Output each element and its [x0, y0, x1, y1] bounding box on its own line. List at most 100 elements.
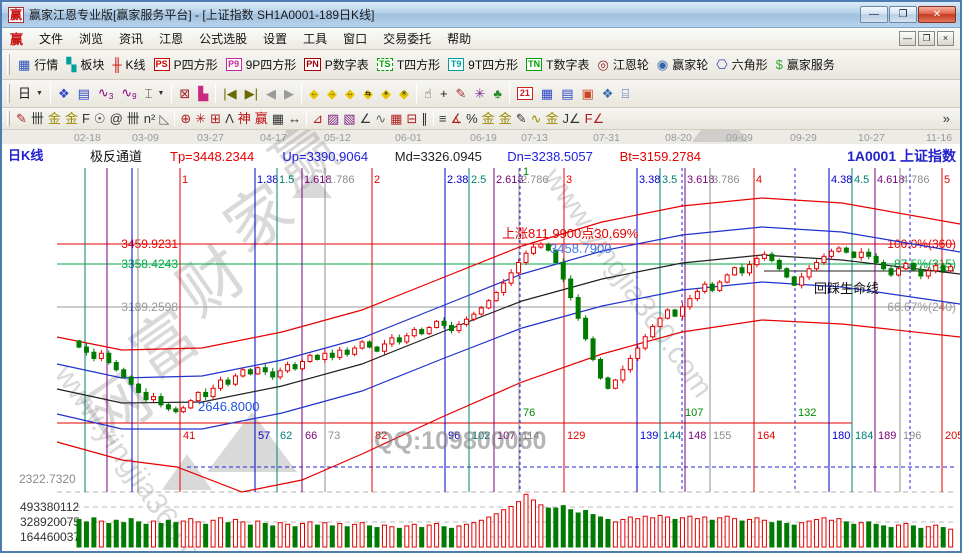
toolbar-icon-button[interactable]: ☉	[92, 110, 108, 128]
toolbar-icon-button[interactable]: ⊠	[175, 83, 194, 105]
toolbar-icon-button[interactable]: ▦	[270, 110, 286, 128]
toolbar-icon-button[interactable]: 卌	[29, 110, 46, 128]
toolbar-icon-button[interactable]: ✳	[193, 110, 208, 128]
close-button[interactable]: ✕	[918, 6, 956, 23]
toolbar-icon-button[interactable]: @	[108, 110, 125, 128]
toolbar-button-9T四方形[interactable]: T9 9T四方形	[444, 54, 522, 76]
toolbar-button-P四方形[interactable]: PS P四方形	[150, 54, 222, 76]
menu-item[interactable]: 浏览	[79, 31, 104, 46]
toolbar-icon-button[interactable]: ❖	[598, 83, 618, 105]
toolbar-button-赢家轮[interactable]: ◉ 赢家轮	[653, 54, 712, 76]
toolbar-icon-button[interactable]: 神	[236, 110, 253, 128]
toolbar-icon-button[interactable]: ▤	[557, 83, 577, 105]
menu-item[interactable]: 设置	[263, 31, 288, 46]
toolbar-button-P数字表[interactable]: PN P数字表	[300, 54, 373, 76]
toolbar-icon-button[interactable]: ⊿	[310, 110, 325, 128]
toolbar-icon-button[interactable]: ▶|	[241, 83, 262, 105]
toolbar-icon-button[interactable]: 金	[63, 110, 80, 128]
toolbar-icon-button[interactable]: 21	[513, 83, 537, 105]
toolbar-icon-button[interactable]: ⌸	[617, 83, 633, 105]
toolbar-icon-button[interactable]: 卌	[125, 110, 142, 128]
toolbar-icon-button[interactable]: ◆ +	[377, 83, 395, 105]
toolbar-icon-button[interactable]: ✎	[452, 83, 471, 105]
mdi-close-button[interactable]: ×	[937, 31, 954, 46]
menu-item[interactable]: 公式选股	[199, 31, 248, 46]
tool-icon: 金	[64, 111, 78, 126]
toolbar-icon-button[interactable]: %	[464, 110, 480, 128]
toolbar-icon-button[interactable]: ∿	[529, 110, 544, 128]
toolbar-icon-button[interactable]: ☝	[420, 83, 436, 105]
menu-item[interactable]: 工具	[303, 31, 328, 46]
toolbar-icon-button[interactable]: n²	[142, 110, 158, 128]
volume-bar	[866, 521, 872, 548]
toolbar-button-江恩轮[interactable]: ◎ 江恩轮	[594, 54, 653, 76]
toolbar-icon-button[interactable]: ◆ →	[323, 83, 341, 105]
toolbar-icon-button[interactable]: ▶	[280, 83, 298, 105]
toolbar-icon-button[interactable]: 赢	[253, 110, 270, 128]
toolbar-icon-button[interactable]: F∠	[583, 110, 607, 128]
toolbar-button-行情[interactable]: ▦ 行情	[14, 54, 62, 76]
gann-daycount-label: 148	[688, 430, 706, 442]
toolbar-icon-button[interactable]: ♣	[489, 83, 506, 105]
toolbar-overflow-chevron[interactable]: »	[942, 111, 950, 126]
menu-item[interactable]: 交易委托	[383, 31, 432, 46]
maximize-button[interactable]: ❐	[889, 6, 917, 23]
mdi-restore-button[interactable]: ❐	[918, 31, 935, 46]
menu-item[interactable]: 江恩	[159, 31, 184, 46]
toolbar-icon-button[interactable]: ▙	[194, 83, 212, 105]
toolbar-button-9P四方形[interactable]: P9 9P四方形	[222, 54, 301, 76]
menu-item[interactable]: 资讯	[119, 31, 144, 46]
toolbar-icon-button[interactable]: 金	[46, 110, 63, 128]
toolbar-icon-button[interactable]: ✎	[14, 110, 29, 128]
mdi-minimize-button[interactable]: —	[899, 31, 916, 46]
toolbar-icon-button[interactable]: J∠	[561, 110, 583, 128]
toolbar-icon-button[interactable]: ∥	[419, 110, 430, 128]
toolbar-icon-button[interactable]: 金	[544, 110, 561, 128]
toolbar-icon-button[interactable]: 金	[480, 110, 497, 128]
toolbar-icon-button[interactable]: ▤	[74, 83, 94, 105]
toolbar-icon-button[interactable]: ⌶ ▼	[141, 83, 169, 105]
toolbar-icon-button[interactable]: ◆ ↔	[341, 83, 359, 105]
toolbar-icon-button[interactable]: ⊕	[178, 110, 193, 128]
toolbar-icon-button[interactable]: ∿9	[117, 83, 140, 105]
toolbar-icon-button[interactable]: 金	[497, 110, 514, 128]
toolbar-icon-button[interactable]: ✎	[514, 110, 529, 128]
toolbar-icon-button[interactable]: ↔	[286, 110, 303, 128]
toolbar-icon-button[interactable]: ∿	[373, 110, 388, 128]
toolbar-icon-button[interactable]: F	[80, 110, 92, 128]
toolbar-button-K线[interactable]: ╫ K线	[108, 54, 149, 76]
toolbar-button-T四方形[interactable]: TS T四方形	[373, 54, 444, 76]
toolbar-icon-button[interactable]: ▦	[537, 83, 557, 105]
toolbar-icon-button[interactable]: ▧	[341, 110, 357, 128]
toolbar-icon-button[interactable]: |◀	[219, 83, 240, 105]
toolbar-icon-button[interactable]: +	[436, 83, 452, 105]
kline-chart-canvas[interactable]: 02-18 03-09 03-27 04-17 05-12 06-01 06-19 07-13…	[2, 130, 960, 551]
menu-item[interactable]: 帮助	[447, 31, 472, 46]
menu-item[interactable]: 文件	[39, 31, 64, 46]
toolbar-icon-button[interactable]: Λ	[223, 110, 236, 128]
toolbar-icon-button[interactable]: ∠	[358, 110, 374, 128]
toolbar-icon-button[interactable]: ∡	[448, 110, 464, 128]
toolbar-icon-button[interactable]: ◆ ←	[305, 83, 323, 105]
triangle-watermark	[207, 412, 297, 472]
toolbar-icon-button[interactable]: ≡	[437, 110, 449, 128]
toolbar-icon-button[interactable]: ⊞	[208, 110, 223, 128]
menu-item[interactable]: 窗口	[343, 31, 368, 46]
toolbar-icon-button[interactable]: ▦	[388, 110, 404, 128]
toolbar-button-板块[interactable]: ▚ 板块	[62, 54, 108, 76]
toolbar-icon-button[interactable]: 日 ▼	[14, 83, 47, 105]
minimize-button[interactable]: —	[860, 6, 888, 23]
toolbar-button-赢家服务[interactable]: $ 赢家服务	[772, 54, 839, 76]
toolbar-icon-button[interactable]: ▨	[325, 110, 341, 128]
toolbar-icon-button[interactable]: ❖	[54, 83, 74, 105]
toolbar-icon-button[interactable]: ∿3	[94, 83, 117, 105]
toolbar-icon-button[interactable]: ◆ ⇆	[359, 83, 377, 105]
toolbar-icon-button[interactable]: ◀	[262, 83, 280, 105]
toolbar-button-T数字表[interactable]: TN T数字表	[522, 54, 593, 76]
toolbar-icon-button[interactable]: ◆ ✳	[395, 83, 413, 105]
toolbar-icon-button[interactable]: ▣	[577, 83, 597, 105]
toolbar-button-六角形[interactable]: ⎔ 六角形	[712, 54, 771, 76]
toolbar-icon-button[interactable]: ⊟	[404, 110, 419, 128]
toolbar-icon-button[interactable]: ✳	[470, 83, 489, 105]
toolbar-icon-button[interactable]: ◺	[157, 110, 171, 128]
